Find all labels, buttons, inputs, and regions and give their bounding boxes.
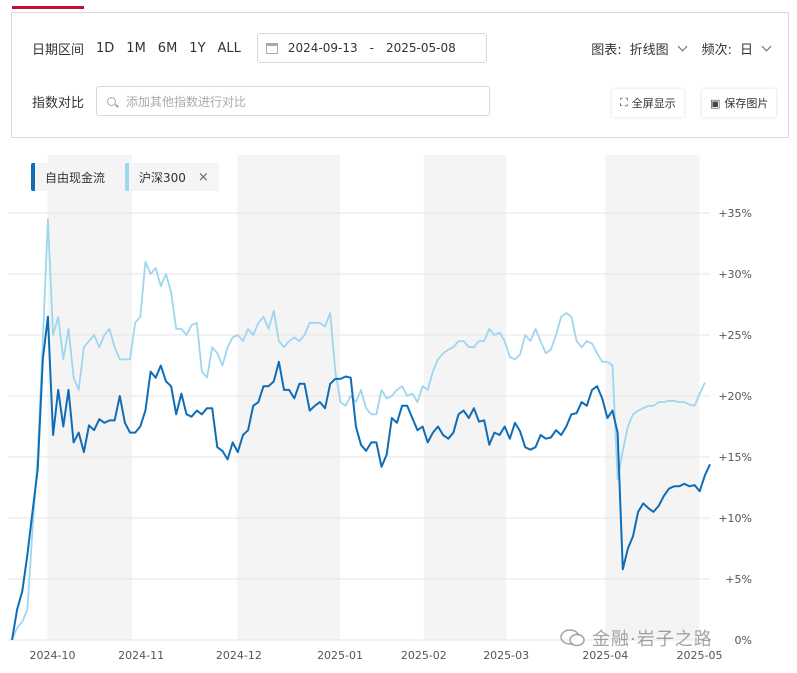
frequency-select[interactable]: 日 <box>739 42 753 58</box>
range-button-1m[interactable]: 1M <box>126 40 146 56</box>
date-end: 2025-05-08 <box>386 41 456 55</box>
x-tick-label: 2024-10 <box>29 649 75 662</box>
y-tick-label: +5% <box>725 573 752 586</box>
chart-type-label: 图表: <box>591 42 622 58</box>
frequency-label: 频次: <box>701 42 732 58</box>
watermark: 金融·岩子之路 <box>560 625 713 651</box>
legend-item-compare[interactable]: 沪深300 × <box>125 163 219 191</box>
x-tick-label: 2025-05 <box>677 649 723 662</box>
fullscreen-label: 全屏显示 <box>631 97 676 110</box>
x-tick-label: 2025-01 <box>317 649 363 662</box>
chart-options: 图表: 折线图 频次: 日 <box>591 33 772 63</box>
month-band <box>237 155 341 640</box>
chevron-down-icon <box>761 41 772 52</box>
month-band <box>605 155 700 640</box>
legend-label-compare: 沪深300 <box>139 170 186 185</box>
series-line-main <box>11 315 711 641</box>
wechat-icon <box>560 629 585 647</box>
fullscreen-icon: ⛶ <box>620 96 628 109</box>
close-icon[interactable]: × <box>197 169 209 185</box>
save-image-button[interactable]: ▣ 保存图片 <box>702 89 777 117</box>
chevron-down-icon <box>677 41 688 52</box>
x-tick-label: 2025-03 <box>483 649 529 662</box>
month-band <box>423 155 507 640</box>
compare-label: 指数对比 <box>32 95 85 111</box>
compare-search-input[interactable]: 添加其他指数进行对比 <box>96 86 491 116</box>
y-tick-label: +30% <box>718 268 752 281</box>
y-tick-label: +10% <box>718 512 752 525</box>
fullscreen-button[interactable]: ⛶ 全屏显示 <box>612 89 684 117</box>
x-tick-label: 2025-02 <box>401 649 447 662</box>
chart-area: 0% +5% +10% +15% +20% +25% +30% +35% 2024-10 2024… <box>0 150 797 673</box>
chart-type-select[interactable]: 折线图 <box>629 42 669 58</box>
x-tick-label: 2024-12 <box>216 649 262 662</box>
legend-swatch-main <box>31 163 35 191</box>
search-icon <box>107 96 117 106</box>
series-line-compare <box>11 218 706 641</box>
date-range-label: 日期区间 <box>32 42 85 58</box>
image-icon: ▣ <box>710 96 721 110</box>
legend-label-main: 自由现金流 <box>45 170 106 185</box>
y-tick-label: +15% <box>718 451 752 464</box>
range-button-all[interactable]: ALL <box>217 40 241 56</box>
range-button-1y[interactable]: 1Y <box>189 40 206 56</box>
y-tick-label: +25% <box>718 329 752 342</box>
legend-item-main[interactable]: 自由现金流 <box>31 163 116 191</box>
compare-row: 指数对比 添加其他指数进行对比 <box>32 86 491 116</box>
line-chart: 0% +5% +10% +15% +20% +25% +30% +35% 2024-10 2024… <box>8 155 752 662</box>
save-image-label: 保存图片 <box>724 97 769 110</box>
date-range-picker[interactable]: 2024-09-13 - 2025-05-08 <box>256 33 487 63</box>
compare-placeholder: 添加其他指数进行对比 <box>126 94 247 109</box>
date-start: 2024-09-13 <box>287 41 358 55</box>
y-tick-label: +35% <box>718 207 752 220</box>
x-tick-label: 2025-04 <box>582 649 628 662</box>
top-accent-bar <box>12 6 84 9</box>
calendar-icon <box>265 42 278 54</box>
watermark-text: 金融·岩子之路 <box>592 629 713 650</box>
y-tick-label: +20% <box>718 390 752 403</box>
y-tick-label: 0% <box>735 634 752 647</box>
date-range-row: 日期区间 1D 1M 6M 1Y ALL 2024-09-13 - 2025-0… <box>32 33 487 63</box>
x-tick-label: 2024-11 <box>118 649 164 662</box>
legend-swatch-compare <box>125 163 130 191</box>
range-button-1d[interactable]: 1D <box>96 40 115 56</box>
controls-panel: 日期区间 1D 1M 6M 1Y ALL 2024-09-13 - 2025-0… <box>11 12 789 138</box>
month-band <box>47 155 133 640</box>
chart-legend: 自由现金流 沪深300 × <box>31 163 229 191</box>
date-separator: - <box>369 41 374 55</box>
range-button-6m[interactable]: 6M <box>157 40 178 56</box>
